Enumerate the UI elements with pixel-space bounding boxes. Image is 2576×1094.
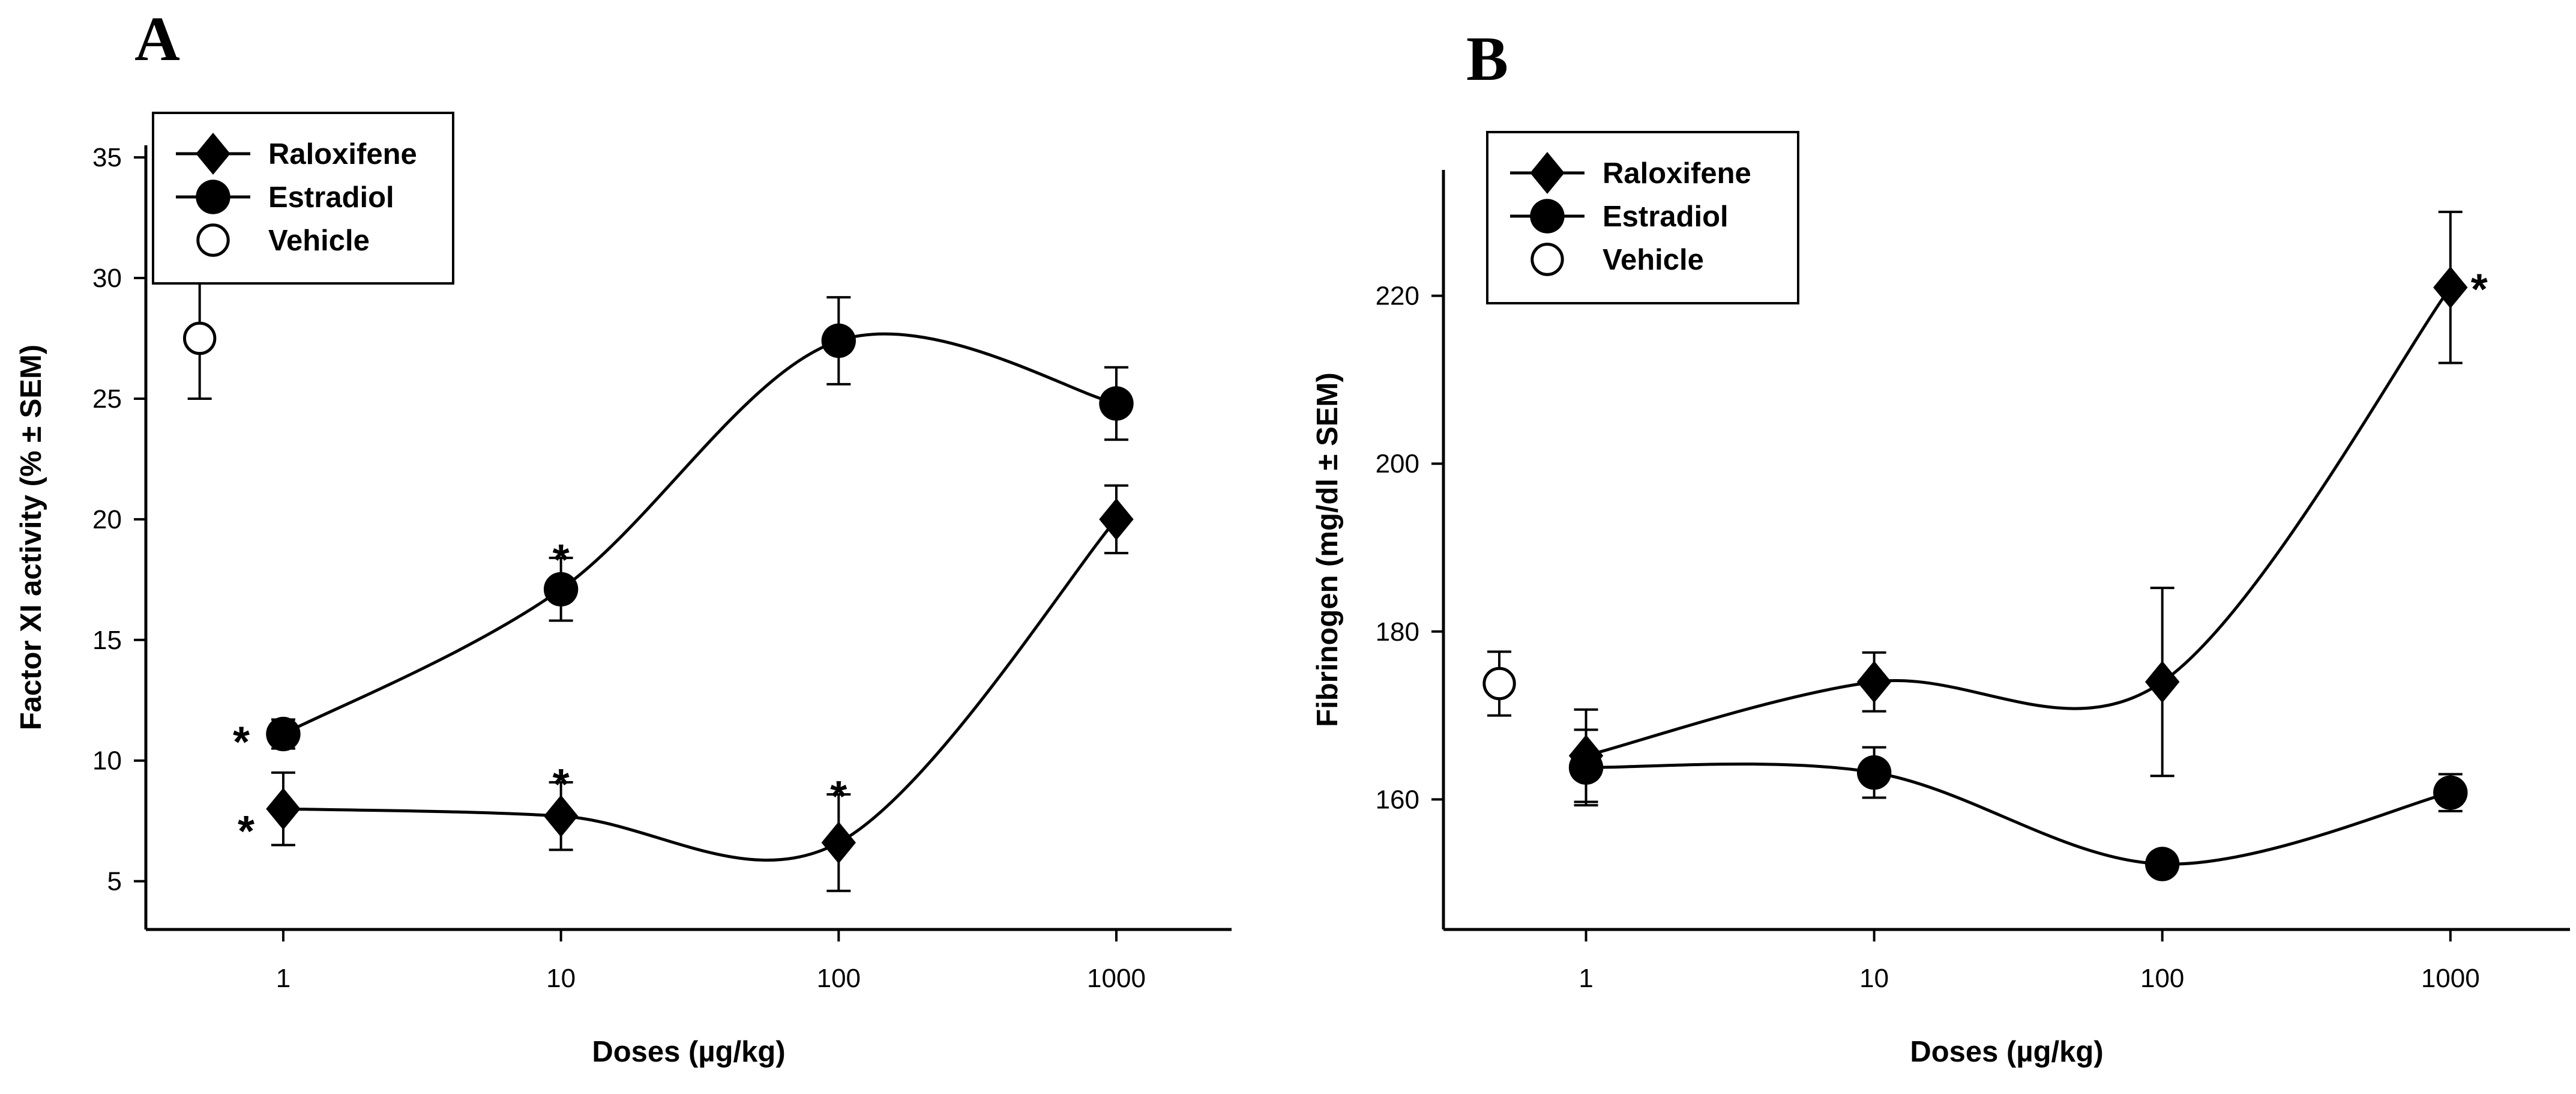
y-tick-label: 20 xyxy=(92,505,122,534)
x-tick-label: 1000 xyxy=(1087,964,1146,993)
x-axis-title: Doses (µg/kg) xyxy=(592,1036,785,1068)
legend-label: Raloxifene xyxy=(268,138,417,171)
y-axis-title: Fibrinogen (mg/dl ± SEM) xyxy=(1311,372,1344,727)
significance-asterisk: * xyxy=(553,761,570,809)
chart-panel-A: A 5 10 15 20 25 30 35 1 10 100 1000 Doses (µg/kg) Fac… xyxy=(15,4,1232,1068)
legend-label: Raloxifene xyxy=(1602,157,1751,190)
legend: Raloxifene Estradiol Vehicle xyxy=(152,112,454,285)
data-point xyxy=(821,323,856,358)
x-tick-label: 10 xyxy=(546,964,576,993)
data-point xyxy=(266,788,301,830)
series-estradiol xyxy=(266,296,1134,752)
series-vehicle xyxy=(182,277,217,400)
significance-asterisk: * xyxy=(2471,266,2488,314)
significance-asterisk: * xyxy=(233,719,250,767)
y-tick-label: 220 xyxy=(1376,282,1419,311)
y-axis-title: Factor XI activity (% ± SEM) xyxy=(15,345,47,730)
y-tick-label: 200 xyxy=(1376,449,1419,479)
legend-box xyxy=(152,112,454,285)
x-axis-title: Doses (µg/kg) xyxy=(1910,1036,2103,1068)
y-tick-label: 25 xyxy=(92,384,122,414)
y-tick-label: 180 xyxy=(1376,617,1419,647)
data-point xyxy=(1568,750,1604,785)
data-point xyxy=(266,716,301,752)
data-point xyxy=(182,321,217,355)
data-point xyxy=(2145,660,2180,703)
data-point xyxy=(1482,666,1516,701)
legend-marker xyxy=(196,223,230,257)
series-line xyxy=(1586,762,2451,866)
data-point xyxy=(1856,755,1892,790)
data-point xyxy=(543,795,579,838)
significance-asterisk: * xyxy=(238,808,254,856)
panel-letter: A xyxy=(134,4,180,74)
data-point xyxy=(821,821,856,864)
y-tick-label: 30 xyxy=(92,264,122,293)
y-tick-label: 160 xyxy=(1376,785,1419,814)
series-estradiol xyxy=(1568,728,2468,881)
x-tick-label: 100 xyxy=(2140,964,2184,993)
legend: Raloxifene Estradiol Vehicle xyxy=(1486,131,1799,304)
x-tick-label: 1000 xyxy=(2421,964,2480,993)
x-tick-label: 1 xyxy=(1578,964,1593,993)
data-point xyxy=(1099,386,1134,421)
series-raloxifene xyxy=(1568,210,2468,803)
series-line xyxy=(282,332,1117,736)
legend-label: Vehicle xyxy=(1602,244,1704,276)
series-vehicle xyxy=(1482,650,1516,717)
legend-marker xyxy=(1530,152,1565,194)
x-tick-label: 1 xyxy=(276,964,290,993)
x-tick-label: 100 xyxy=(817,964,861,993)
data-point xyxy=(2433,266,2468,309)
y-tick-label: 10 xyxy=(92,746,122,776)
y-tick-label: 35 xyxy=(92,143,122,172)
data-point xyxy=(2433,775,2468,810)
legend-marker xyxy=(1530,243,1564,276)
y-tick-label: 5 xyxy=(107,867,122,896)
data-point xyxy=(2145,847,2180,881)
series-line xyxy=(1585,286,2452,758)
chart-panel-B: B 160 180 200 220 1 10 100 1000 Doses (µg/kg) Fibr… xyxy=(1311,23,2570,1068)
legend-label: Estradiol xyxy=(1602,201,1729,233)
data-point xyxy=(1856,660,1892,703)
panel-letter: B xyxy=(1466,23,1508,94)
legend-marker xyxy=(196,180,230,214)
legend-marker xyxy=(196,133,230,175)
legend-label: Estradiol xyxy=(268,181,394,214)
x-tick-label: 10 xyxy=(1859,964,1889,993)
data-point xyxy=(1099,498,1134,540)
series-line xyxy=(283,518,1118,862)
significance-asterisk: * xyxy=(553,536,570,584)
data-point xyxy=(543,572,579,607)
significance-asterisk: * xyxy=(830,773,847,821)
legend-marker xyxy=(1530,199,1565,234)
legend-label: Vehicle xyxy=(268,225,370,257)
series-raloxifene xyxy=(266,484,1134,892)
y-tick-label: 15 xyxy=(92,626,122,655)
